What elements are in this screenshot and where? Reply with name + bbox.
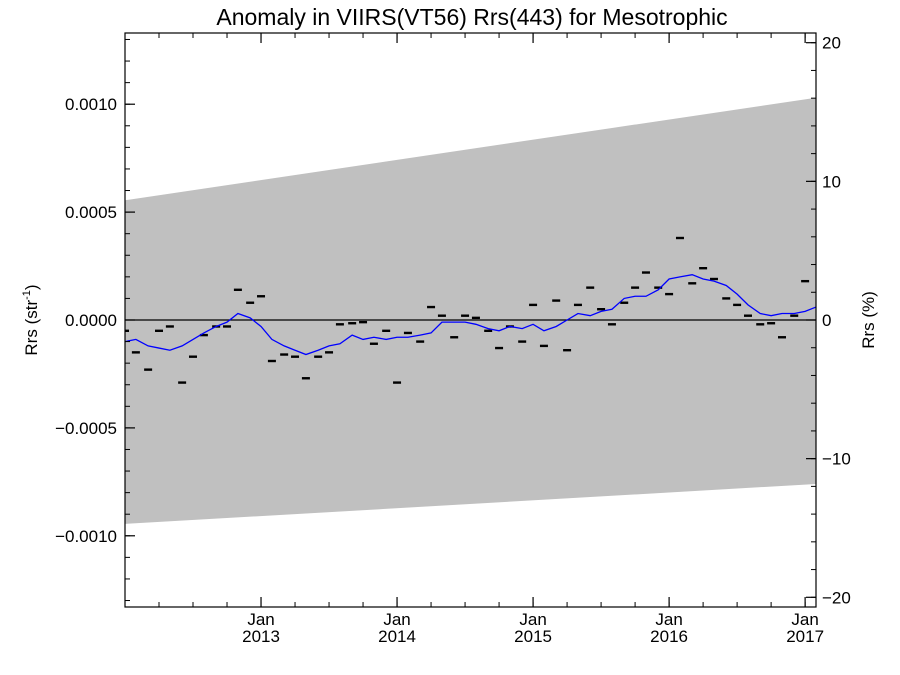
- x-tick-month-0: Jan: [247, 610, 274, 629]
- right-y-axis: 20 10 0 −10 −20: [806, 34, 851, 607]
- y-axis-label-left: Rrs (str-1): [21, 284, 41, 355]
- left-tick-label-1: 0.0005: [65, 203, 117, 222]
- right-tick-label-2: 0: [822, 311, 831, 330]
- left-y-axis: 0.0010 0.0005 0.0000 −0.0005 −0.0010: [55, 38, 135, 602]
- plot-area: [124, 32, 817, 608]
- left-tick-label-4: −0.0010: [55, 527, 117, 546]
- x-tick-year-2: 2015: [514, 627, 552, 646]
- x-tick-month-4: Jan: [791, 610, 818, 629]
- x-tick-year-0: 2013: [242, 627, 280, 646]
- x-tick-year-1: 2014: [378, 627, 416, 646]
- x-tick-year-3: 2016: [650, 627, 688, 646]
- right-tick-label-3: −10: [822, 450, 851, 469]
- chart-title: Anomaly in VIIRS(VT56) Rrs(443) for Meso…: [216, 4, 727, 30]
- x-tick-month-3: Jan: [655, 610, 682, 629]
- uncertainty-band: [125, 97, 816, 524]
- right-tick-label-0: 20: [822, 34, 841, 53]
- right-tick-label-4: −20: [822, 588, 851, 607]
- y-axis-label-right: Rrs (%): [859, 291, 878, 349]
- left-tick-label-3: −0.0005: [55, 419, 117, 438]
- x-tick-month-1: Jan: [383, 610, 410, 629]
- y-axis-label-tail: ): [22, 284, 41, 290]
- running-mean-line: [124, 274, 817, 356]
- monthly-anomaly-marks: [125, 236, 810, 384]
- left-tick-label-2: 0.0000: [65, 311, 117, 330]
- x-tick-month-2: Jan: [519, 610, 546, 629]
- y-axis-label-main: Rrs (str: [22, 300, 41, 356]
- y-axis-label-superscript: -1: [21, 290, 33, 300]
- right-tick-label-1: 10: [822, 172, 841, 191]
- left-tick-label-0: 0.0010: [65, 95, 117, 114]
- x-tick-year-4: 2017: [786, 627, 824, 646]
